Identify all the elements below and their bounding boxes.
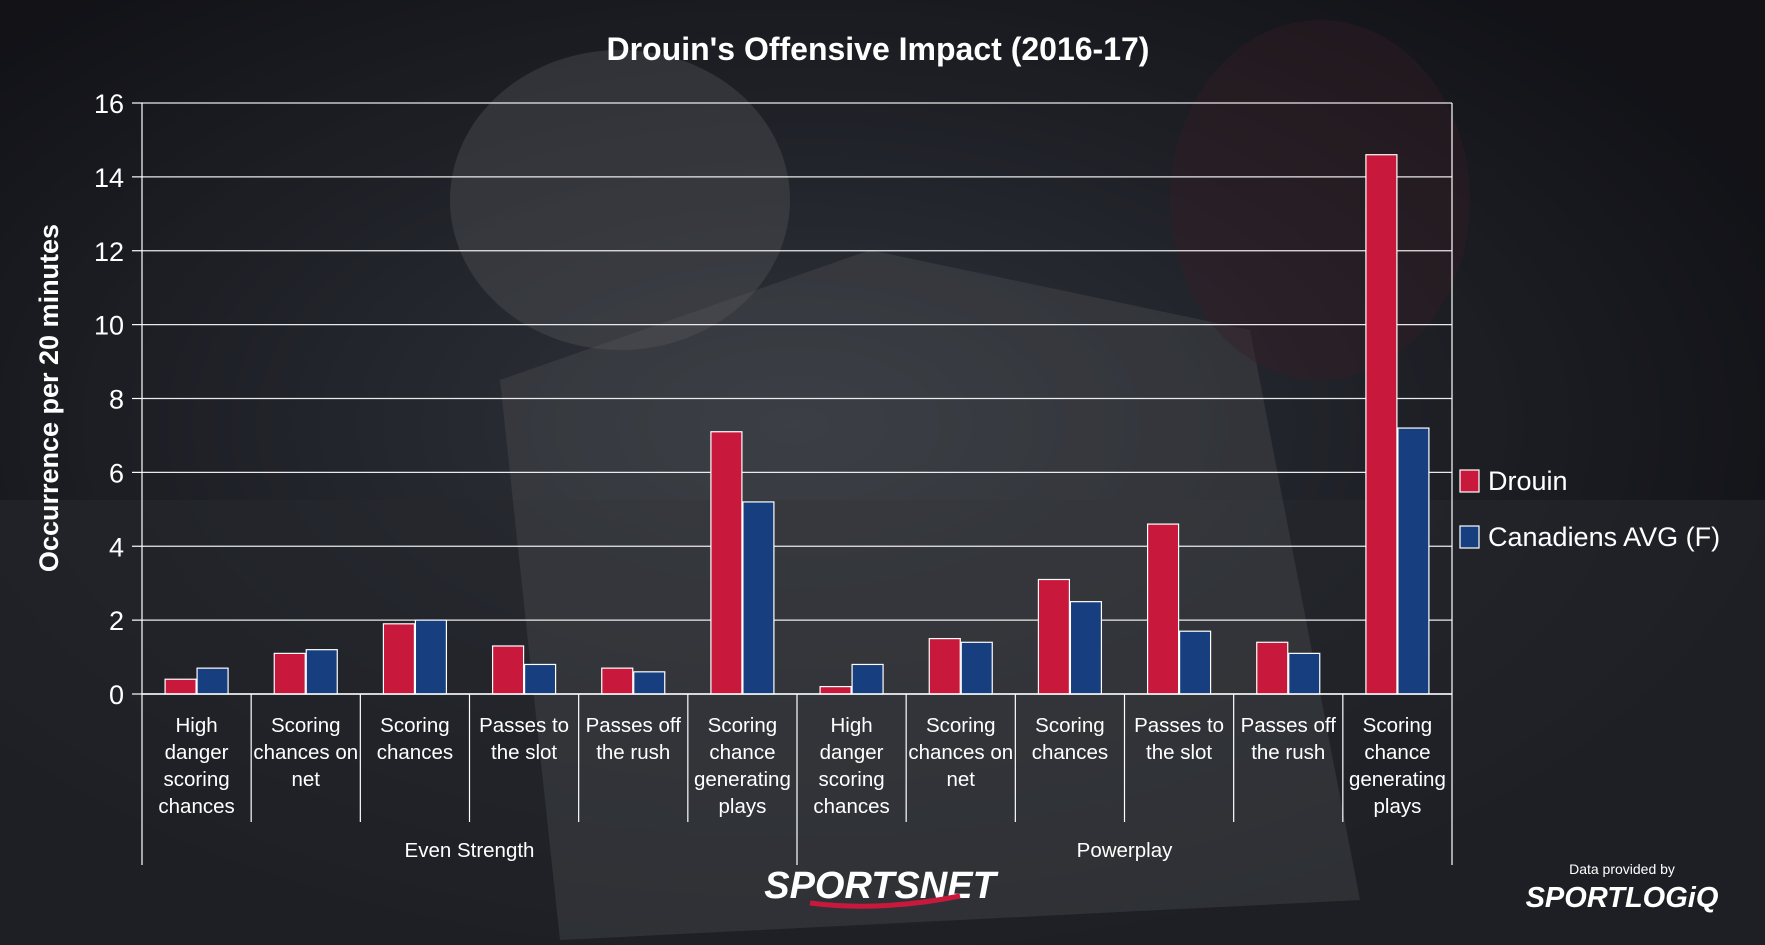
sportlogiq-logo: SPORTLOGiQ (1526, 882, 1719, 914)
bar-drouin (273, 652, 306, 695)
bar-drouin (1365, 154, 1398, 695)
sportsnet-swoosh-icon (809, 893, 961, 909)
legend-swatch (1459, 525, 1480, 549)
legend-label: Drouin (1488, 466, 1568, 496)
y-tick-label: 6 (109, 458, 124, 488)
bar-drouin (164, 678, 197, 695)
bar-canadiens-avg (1288, 652, 1321, 695)
x-tick-label: Passes off the rush (1241, 714, 1337, 764)
group-label: Even Strength (405, 839, 535, 862)
legend-swatch (1459, 469, 1480, 493)
data-credit-label: Data provided by (1569, 861, 1675, 877)
bar-canadiens-avg (414, 619, 448, 695)
bar-canadiens-avg (1069, 601, 1103, 695)
x-tick-label: Scoring chance generating plays (694, 714, 791, 818)
x-tick-label: Passes off the rush (586, 714, 682, 764)
group-label: Powerplay (1077, 839, 1173, 862)
bar-canadiens-avg (523, 663, 557, 695)
y-tick-label: 2 (109, 606, 124, 636)
sportsnet-wordmark: SPORTSNET (764, 865, 998, 907)
bar-canadiens-avg (196, 667, 229, 695)
bar-drouin (1037, 578, 1071, 695)
y-tick-label: 8 (109, 385, 124, 415)
x-tick-label: Scoring chance generating plays (1349, 714, 1446, 818)
bars (164, 154, 1430, 695)
bar-drouin (601, 667, 634, 695)
legend: Drouin Canadiens AVG (F) (1459, 466, 1720, 552)
x-tick-label: Passes to the slot (479, 714, 569, 764)
y-tick-label: 14 (94, 163, 124, 193)
x-tick-label: High danger scoring chances (813, 714, 889, 818)
bar-canadiens-avg (1397, 427, 1430, 695)
jersey-shape (500, 250, 1360, 940)
x-tick-label: Scoring chances on net (908, 714, 1013, 791)
bar-drouin (1146, 523, 1180, 695)
x-tick-label: High danger scoring chances (158, 714, 234, 818)
bar-canadiens-avg (1178, 630, 1212, 695)
y-axis-label: Occurrence per 20 minutes (34, 224, 64, 572)
x-tick-label: Passes to the slot (1134, 714, 1224, 764)
legend-label: Canadiens AVG (F) (1488, 522, 1720, 552)
bar-drouin (928, 637, 961, 695)
bar-canadiens-avg (851, 663, 884, 695)
bar-drouin (1256, 641, 1289, 695)
bar-drouin (382, 623, 416, 695)
y-tick-label: 10 (94, 311, 124, 341)
gridlines (142, 102, 1452, 695)
chart-title: Drouin's Offensive Impact (2016-17) (607, 31, 1150, 67)
y-tick-label: 4 (109, 532, 124, 562)
x-tick-label: Scoring chances on net (253, 714, 358, 791)
bar-canadiens-avg (633, 671, 666, 695)
bar-canadiens-avg (305, 649, 338, 695)
bar-drouin (819, 686, 852, 695)
bar-drouin (491, 645, 525, 695)
x-tick-label: Scoring chances (1032, 714, 1108, 764)
y-tick-label: 16 (94, 89, 124, 119)
sportsnet-logo: SPORTSNET (764, 865, 999, 909)
bar-canadiens-avg (960, 641, 993, 695)
bar-canadiens-avg (742, 501, 775, 695)
y-tick-label: 12 (94, 237, 124, 267)
helmet-shape (450, 50, 790, 350)
y-axis-ticks: 0 2 4 6 8 10 12 14 16 (94, 89, 1453, 710)
y-tick-label: 0 (109, 680, 124, 710)
x-tick-label: Scoring chances (377, 714, 453, 764)
bar-drouin (710, 431, 743, 695)
